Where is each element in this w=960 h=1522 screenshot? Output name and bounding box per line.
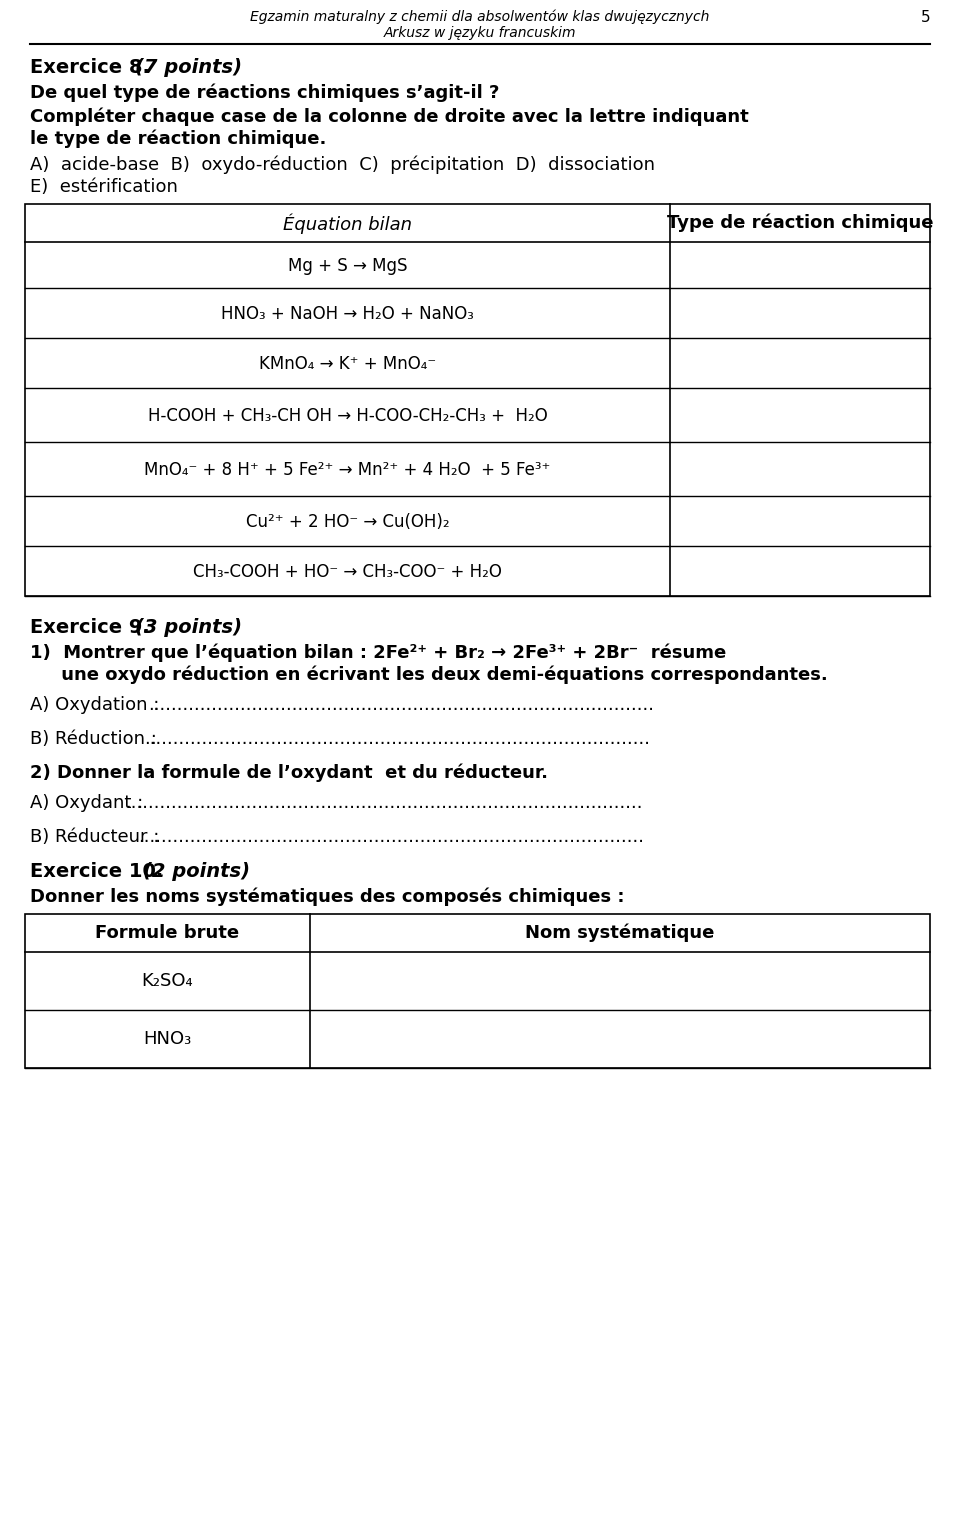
- Text: Egzamin maturalny z chemii dla absolwentów klas dwujęzycznych: Egzamin maturalny z chemii dla absolwent…: [251, 11, 709, 24]
- Text: une oxydo réduction en écrivant les deux demi-équations correspondantes.: une oxydo réduction en écrivant les deux…: [30, 667, 828, 685]
- Text: Exercice 9.: Exercice 9.: [30, 618, 156, 638]
- Text: 2) Donner la formule de l’oxydant  et du réducteur.: 2) Donner la formule de l’oxydant et du …: [30, 764, 548, 782]
- Text: Mg + S → MgS: Mg + S → MgS: [288, 257, 407, 275]
- Text: Type de réaction chimique: Type de réaction chimique: [667, 215, 933, 233]
- Text: 5: 5: [921, 11, 930, 24]
- Text: (2 points): (2 points): [143, 861, 250, 881]
- Text: (3 points): (3 points): [135, 618, 242, 638]
- Text: ................................................................................: ........................................…: [148, 696, 654, 714]
- Text: Exercice 10.: Exercice 10.: [30, 861, 170, 881]
- Text: Compléter chaque case de la colonne de droite avec la lettre indiquant: Compléter chaque case de la colonne de d…: [30, 108, 749, 126]
- Text: A)  acide-base  B)  oxydo-réduction  C)  précipitation  D)  dissociation: A) acide-base B) oxydo-réduction C) préc…: [30, 155, 655, 175]
- Text: Équation bilan: Équation bilan: [283, 215, 412, 234]
- Text: Nom systématique: Nom systématique: [525, 924, 714, 942]
- Text: K₂SO₄: K₂SO₄: [142, 973, 193, 989]
- Text: le type de réaction chimique.: le type de réaction chimique.: [30, 129, 326, 149]
- Text: Exercice 8.: Exercice 8.: [30, 58, 156, 78]
- Text: KMnO₄ → K⁺ + MnO₄⁻: KMnO₄ → K⁺ + MnO₄⁻: [259, 355, 436, 373]
- Text: Formule brute: Formule brute: [95, 924, 240, 942]
- Text: 1)  Montrer que l’équation bilan : 2Fe²⁺ + Br₂ → 2Fe³⁺ + 2Br⁻  résume: 1) Montrer que l’équation bilan : 2Fe²⁺ …: [30, 644, 727, 662]
- Text: MnO₄⁻ + 8 H⁺ + 5 Fe²⁺ → Mn²⁺ + 4 H₂O  + 5 Fe³⁺: MnO₄⁻ + 8 H⁺ + 5 Fe²⁺ → Mn²⁺ + 4 H₂O + 5…: [144, 461, 551, 479]
- Text: HNO₃ + NaOH → H₂O + NaNO₃: HNO₃ + NaOH → H₂O + NaNO₃: [221, 304, 474, 323]
- Bar: [25, 204, 930, 597]
- Text: (7 points): (7 points): [135, 58, 242, 78]
- Text: HNO₃: HNO₃: [143, 1030, 192, 1049]
- Text: ................................................................................: ........................................…: [125, 794, 642, 813]
- Text: Cu²⁺ + 2 HO⁻ → Cu(OH)₂: Cu²⁺ + 2 HO⁻ → Cu(OH)₂: [246, 513, 449, 531]
- Text: De quel type de réactions chimiques s’agit-il ?: De quel type de réactions chimiques s’ag…: [30, 84, 499, 102]
- Text: H-COOH + CH₃-CH OH → H-COO-CH₂-CH₃ +  H₂O: H-COOH + CH₃-CH OH → H-COO-CH₂-CH₃ + H₂O: [148, 406, 547, 425]
- Text: E)  estérification: E) estérification: [30, 178, 178, 196]
- Text: ................................................................................: ........................................…: [138, 828, 644, 846]
- Text: Arkusz w języku francuskim: Arkusz w języku francuskim: [384, 26, 576, 40]
- Text: A) Oxydant :: A) Oxydant :: [30, 794, 149, 813]
- Text: ................................................................................: ........................................…: [144, 731, 650, 747]
- Text: Donner les noms systématiques des composés chimiques :: Donner les noms systématiques des compos…: [30, 887, 625, 907]
- Text: B) Réducteur :: B) Réducteur :: [30, 828, 165, 846]
- Text: B) Réduction :: B) Réduction :: [30, 731, 162, 747]
- Text: CH₃-COOH + HO⁻ → CH₃-COO⁻ + H₂O: CH₃-COOH + HO⁻ → CH₃-COO⁻ + H₂O: [193, 563, 502, 581]
- Bar: [25, 915, 930, 1068]
- Text: A) Oxydation :: A) Oxydation :: [30, 696, 165, 714]
